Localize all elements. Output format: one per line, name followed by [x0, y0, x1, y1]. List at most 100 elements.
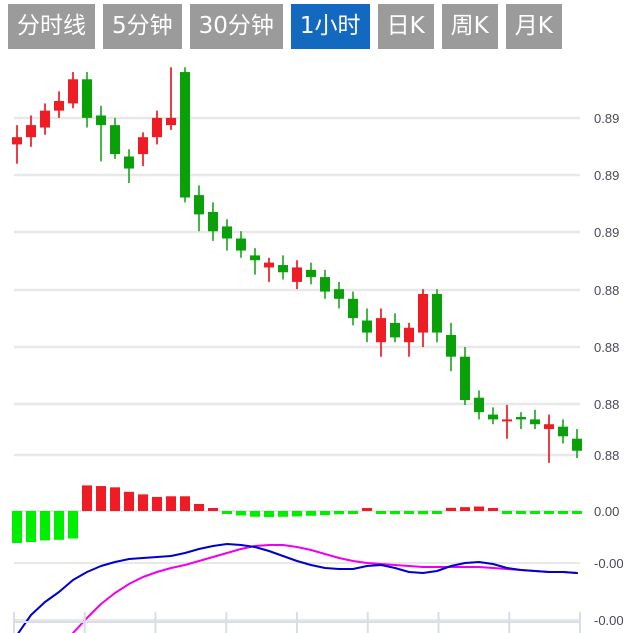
macd-bar	[446, 507, 456, 511]
candle[interactable]	[320, 269, 330, 299]
candle[interactable]	[446, 322, 456, 372]
tab-week[interactable]: 周K	[441, 3, 498, 49]
candle[interactable]	[110, 117, 120, 159]
candle[interactable]	[166, 67, 176, 130]
macd-bar	[516, 511, 526, 514]
candle[interactable]	[250, 248, 260, 275]
candle[interactable]	[376, 308, 386, 357]
candle[interactable]	[124, 149, 134, 184]
price-axis-tick-label: 0.89	[594, 111, 619, 126]
macd-bar	[124, 491, 134, 511]
candle-body	[446, 334, 456, 357]
macd-dea-line	[72, 544, 578, 633]
candle[interactable]	[334, 281, 344, 309]
candle-body	[26, 125, 36, 138]
candle[interactable]	[26, 115, 36, 147]
macd-bar	[138, 494, 148, 511]
candle-body	[516, 416, 526, 420]
candle[interactable]	[152, 110, 162, 145]
macd-bar	[208, 508, 218, 511]
tab-1hour[interactable]: 1小时	[290, 3, 370, 49]
candle[interactable]	[488, 407, 498, 425]
candle-body	[222, 226, 232, 239]
candle[interactable]	[292, 260, 302, 290]
price-gridlines	[14, 116, 580, 457]
candle[interactable]	[222, 219, 232, 251]
tab-month[interactable]: 月K	[505, 3, 562, 49]
candle[interactable]	[390, 313, 400, 343]
candle[interactable]	[516, 412, 526, 430]
macd-bar	[432, 511, 442, 514]
candle-body	[124, 156, 134, 169]
macd-bar	[334, 511, 344, 515]
candle[interactable]	[54, 91, 64, 118]
candle[interactable]	[460, 347, 470, 405]
candle[interactable]	[362, 308, 372, 343]
candle[interactable]	[306, 262, 316, 285]
macd-bar	[474, 506, 484, 511]
candle[interactable]	[180, 67, 190, 203]
candle[interactable]	[82, 72, 92, 128]
candle[interactable]	[474, 390, 484, 420]
candle[interactable]	[12, 125, 22, 164]
macd-bar	[264, 511, 274, 518]
tab-day[interactable]: 日K	[377, 3, 434, 49]
candle[interactable]	[348, 291, 358, 326]
candle[interactable]	[208, 202, 218, 241]
candle-body	[530, 419, 540, 425]
macd-bar	[152, 496, 162, 511]
price-and-macd-chart[interactable]: 0.89 0.89 0.89 0.88 0.88 0.88 0.88 0.00 -0.00 -0.…	[0, 52, 643, 633]
price-axis-tick-label: 0.89	[594, 225, 619, 240]
candle[interactable]	[264, 257, 274, 282]
candle[interactable]	[432, 289, 442, 343]
candle[interactable]	[194, 185, 204, 232]
price-axis-tick-label: 0.88	[594, 448, 619, 463]
macd-bar	[418, 511, 428, 515]
tab-5min[interactable]: 5分钟	[103, 3, 182, 49]
candle-body	[362, 320, 372, 333]
candle[interactable]	[502, 404, 512, 439]
candle-body	[404, 327, 414, 343]
price-axis-tick-label: 0.88	[594, 397, 619, 412]
candle[interactable]	[530, 409, 540, 430]
macd-bar	[180, 496, 190, 511]
macd-bar	[460, 507, 470, 511]
x-axis	[13, 612, 581, 633]
macd-bar	[544, 511, 554, 514]
macd-bar	[26, 511, 36, 543]
macd-bar	[362, 508, 372, 511]
macd-histogram[interactable]	[12, 485, 582, 543]
chart-area: 0.89 0.89 0.89 0.88 0.88 0.88 0.88 0.00 -0.00 -0.…	[0, 52, 643, 633]
candle[interactable]	[558, 419, 568, 444]
candle-body	[278, 265, 288, 273]
macd-bar	[306, 511, 316, 516]
candle[interactable]	[40, 103, 50, 135]
macd-bar	[194, 503, 204, 511]
macd-bar	[376, 511, 386, 514]
candle[interactable]	[278, 255, 288, 280]
macd-bar	[12, 511, 22, 543]
candle[interactable]	[236, 231, 246, 258]
macd-bar	[82, 485, 92, 511]
tab-30min[interactable]: 30分钟	[189, 3, 283, 49]
macd-axis-tick-label: 0.00	[594, 504, 619, 519]
candle-body	[502, 419, 512, 422]
macd-axis-tick-label: -0.00	[594, 556, 624, 571]
candle[interactable]	[418, 289, 428, 348]
price-axis-tick-label: 0.88	[594, 340, 619, 355]
candle[interactable]	[138, 132, 148, 167]
macd-bar	[278, 511, 288, 517]
macd-bar	[320, 511, 330, 516]
candle-body	[110, 125, 120, 155]
candle[interactable]	[572, 429, 582, 458]
candle[interactable]	[96, 105, 106, 162]
macd-bar	[292, 511, 302, 517]
candle-body	[96, 115, 106, 126]
candle-body	[166, 117, 176, 126]
macd-bar	[250, 511, 260, 517]
candle[interactable]	[544, 414, 554, 463]
tab-timeline[interactable]: 分时线	[8, 3, 95, 49]
candle[interactable]	[404, 322, 414, 357]
candlestick-series[interactable]	[12, 67, 582, 463]
candle[interactable]	[68, 72, 78, 109]
